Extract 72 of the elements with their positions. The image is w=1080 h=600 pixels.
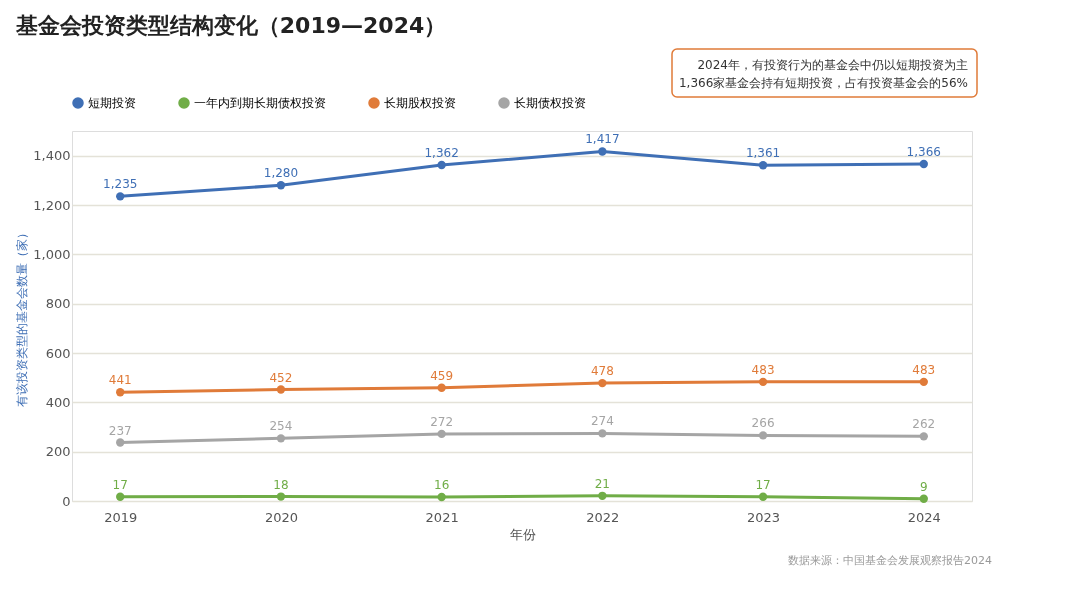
point xyxy=(437,160,446,170)
y-tick-label: 1,200 xyxy=(33,197,71,213)
point xyxy=(758,431,768,440)
text: 1,366家基金会持有短期投资，占有投资基金会的56% xyxy=(678,76,968,90)
data-label: 483 xyxy=(751,362,775,377)
x-tick-label: 2024 xyxy=(907,509,941,525)
y-tick-label: 200 xyxy=(45,444,71,460)
y-axis-title: 有该投资类型的基金会数量（家） xyxy=(15,226,30,407)
point xyxy=(276,492,286,501)
data-label: 16 xyxy=(434,478,450,493)
data-label: 483 xyxy=(912,362,936,377)
x-tick-label: 2020 xyxy=(264,509,298,525)
point xyxy=(116,192,125,201)
point xyxy=(116,388,125,397)
data-label: 1,361 xyxy=(745,146,781,161)
point xyxy=(598,378,607,388)
point xyxy=(919,159,928,169)
x-tick-label: 2022 xyxy=(586,509,620,525)
x-tick-label: 2019 xyxy=(104,509,138,525)
data-label: 1,417 xyxy=(585,132,620,147)
data-label: 1,235 xyxy=(103,177,138,192)
data-label: 18 xyxy=(273,477,289,492)
data-label: 272 xyxy=(430,414,454,429)
data-label: 9 xyxy=(919,479,928,494)
y-tick-label: 600 xyxy=(45,345,71,361)
data-label: 459 xyxy=(430,368,454,383)
x-tick-label: 2021 xyxy=(425,509,459,525)
point xyxy=(276,434,286,443)
point xyxy=(437,492,446,502)
data-label: 262 xyxy=(912,417,936,432)
point xyxy=(919,432,928,441)
data-label: 274 xyxy=(590,414,614,429)
y-tick-label: 0 xyxy=(62,493,71,509)
y-tick-label: 1,400 xyxy=(33,148,71,164)
y-tick-label: 1,000 xyxy=(33,246,71,262)
data-label: 254 xyxy=(269,419,293,434)
legend-label: 短期投资 xyxy=(88,96,136,110)
y-tick-label: 400 xyxy=(45,394,71,410)
data-label: 21 xyxy=(594,476,610,491)
x-tick-label: 2023 xyxy=(747,509,781,525)
point xyxy=(758,161,768,170)
point xyxy=(919,494,928,503)
point xyxy=(437,383,446,392)
point xyxy=(116,438,125,447)
point xyxy=(598,147,607,156)
data-label: 1,280 xyxy=(263,166,299,181)
legend-label: 长期股权投资 xyxy=(384,96,456,110)
source-note: 数据来源：中国基金会发展观察报告2024 xyxy=(788,554,992,567)
x-axis-title: 年份 xyxy=(509,526,536,542)
y-tick-label: 800 xyxy=(45,296,71,312)
data-label: 441 xyxy=(108,373,132,388)
point xyxy=(116,492,125,501)
chart-title: 基金会投资类型结构变化（2019—2024） xyxy=(14,13,447,39)
point xyxy=(276,181,286,190)
point xyxy=(598,429,607,438)
data-label: 266 xyxy=(751,416,775,431)
point xyxy=(437,429,446,439)
point xyxy=(919,377,928,387)
data-label: 17 xyxy=(755,477,771,492)
data-label: 478 xyxy=(590,364,614,379)
point xyxy=(758,492,768,501)
point xyxy=(758,377,768,387)
point xyxy=(276,385,286,394)
point xyxy=(598,491,607,500)
legend-label: 长期债权投资 xyxy=(514,96,586,110)
legend-label: 一年内到期长期债权投资 xyxy=(194,96,326,110)
data-label: 237 xyxy=(108,423,132,438)
text: 2024年，有投资行为的基金会中仍以短期投资为主 xyxy=(697,58,968,72)
data-label: 17 xyxy=(112,477,128,492)
data-label: 452 xyxy=(269,370,293,385)
data-label: 1,366 xyxy=(906,145,941,160)
data-label: 1,362 xyxy=(424,146,459,161)
